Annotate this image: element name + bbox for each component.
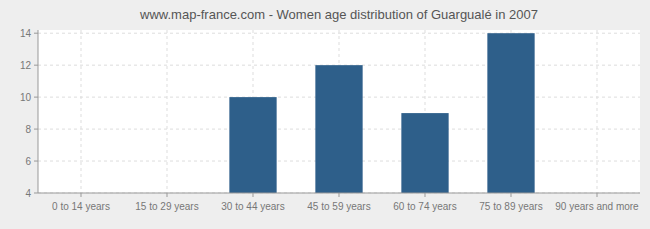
- y-tick-label: 8: [25, 124, 31, 135]
- background: [0, 0, 650, 229]
- y-tick-label: 14: [20, 28, 32, 39]
- y-tick: [34, 161, 38, 162]
- axes: 4 6 8 10 12 14 0 to 14 years 15 to 29 years 30 t…: [20, 28, 640, 212]
- y-tick: [34, 65, 38, 66]
- x-tick: [511, 193, 512, 197]
- plot-area: [38, 30, 640, 193]
- x-tick: [167, 193, 168, 197]
- y-tick: [34, 193, 38, 194]
- x-tick-label: 60 to 74 years: [393, 201, 456, 212]
- y-tick: [34, 33, 38, 34]
- grid: [38, 30, 640, 193]
- bar: [315, 65, 362, 193]
- x-grid-line: [81, 30, 82, 193]
- title: www.map-france.com - Women age distribut…: [139, 7, 538, 22]
- x-tick: [253, 193, 254, 197]
- bar: [487, 33, 534, 193]
- x-grid-line: [167, 30, 168, 193]
- x-tick: [339, 193, 340, 197]
- x-grid-line: [597, 30, 598, 193]
- bars: [229, 33, 534, 193]
- chart-svg: 4 6 8 10 12 14 0 to 14 years 15 to 29 years 30 t…: [0, 0, 650, 229]
- y-axis-line: [38, 30, 39, 193]
- x-tick: [425, 193, 426, 197]
- y-tick: [34, 129, 38, 130]
- chart-container: 4 6 8 10 12 14 0 to 14 years 15 to 29 years 30 t…: [0, 0, 650, 229]
- y-tick: [34, 97, 38, 98]
- x-tick-label: 45 to 59 years: [307, 201, 370, 212]
- y-tick-label: 10: [20, 92, 32, 103]
- y-tick-label: 12: [20, 60, 32, 71]
- x-tick: [81, 193, 82, 197]
- x-tick-label: 0 to 14 years: [52, 201, 110, 212]
- y-tick-label: 6: [25, 156, 31, 167]
- x-tick-label: 15 to 29 years: [135, 201, 198, 212]
- y-tick-label: 4: [25, 188, 31, 199]
- x-tick: [597, 193, 598, 197]
- bar: [229, 97, 276, 193]
- x-tick-label: 30 to 44 years: [221, 201, 284, 212]
- x-tick-label: 90 years and more: [555, 201, 639, 212]
- x-tick-label: 75 to 89 years: [479, 201, 542, 212]
- bar: [401, 113, 448, 193]
